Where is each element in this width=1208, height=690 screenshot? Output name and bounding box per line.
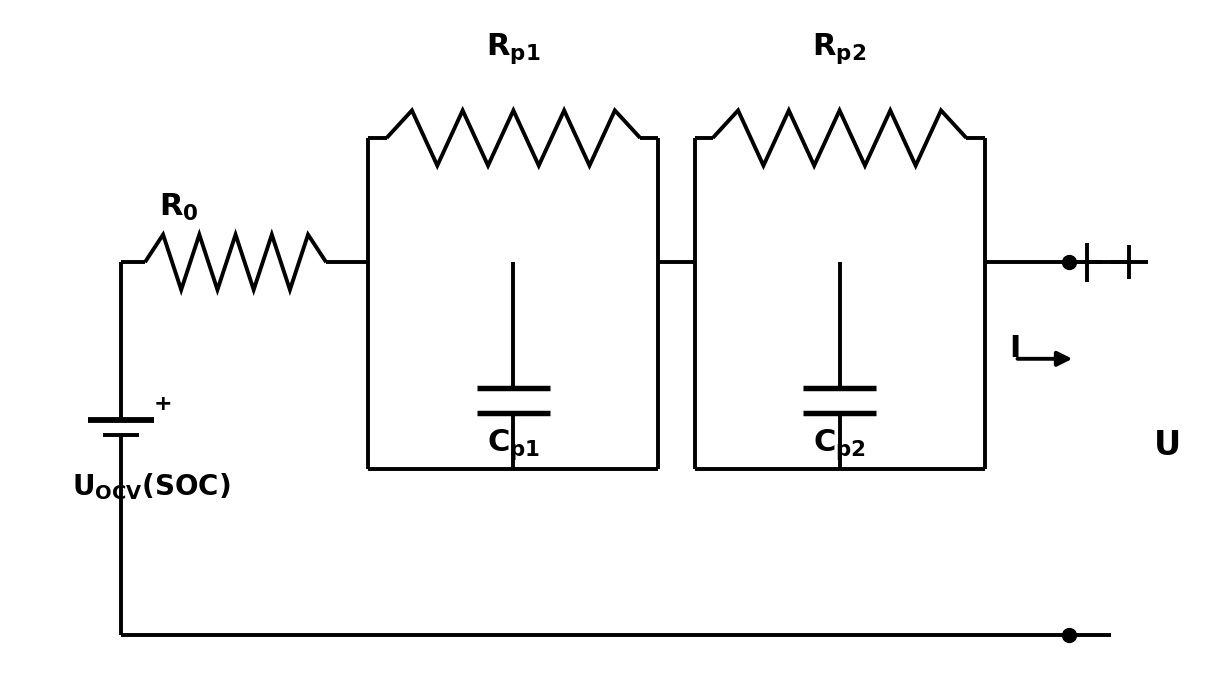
- Text: +: +: [153, 394, 173, 413]
- Text: $\mathbf{R_{p1}}$: $\mathbf{R_{p1}}$: [486, 31, 541, 66]
- Text: $\mathbf{U_{OCV}(SOC)}$: $\mathbf{U_{OCV}(SOC)}$: [71, 471, 231, 502]
- Text: $\mathbf{R_0}$: $\mathbf{R_0}$: [159, 191, 198, 223]
- Text: $\mathbf{I}$: $\mathbf{I}$: [1010, 333, 1020, 364]
- Text: $\mathbf{C_{p2}}$: $\mathbf{C_{p2}}$: [813, 428, 866, 462]
- Text: $\mathbf{R_{p2}}$: $\mathbf{R_{p2}}$: [813, 31, 866, 66]
- Text: $\mathbf{U}$: $\mathbf{U}$: [1152, 428, 1179, 462]
- Text: $\mathbf{C_{p1}}$: $\mathbf{C_{p1}}$: [487, 428, 540, 462]
